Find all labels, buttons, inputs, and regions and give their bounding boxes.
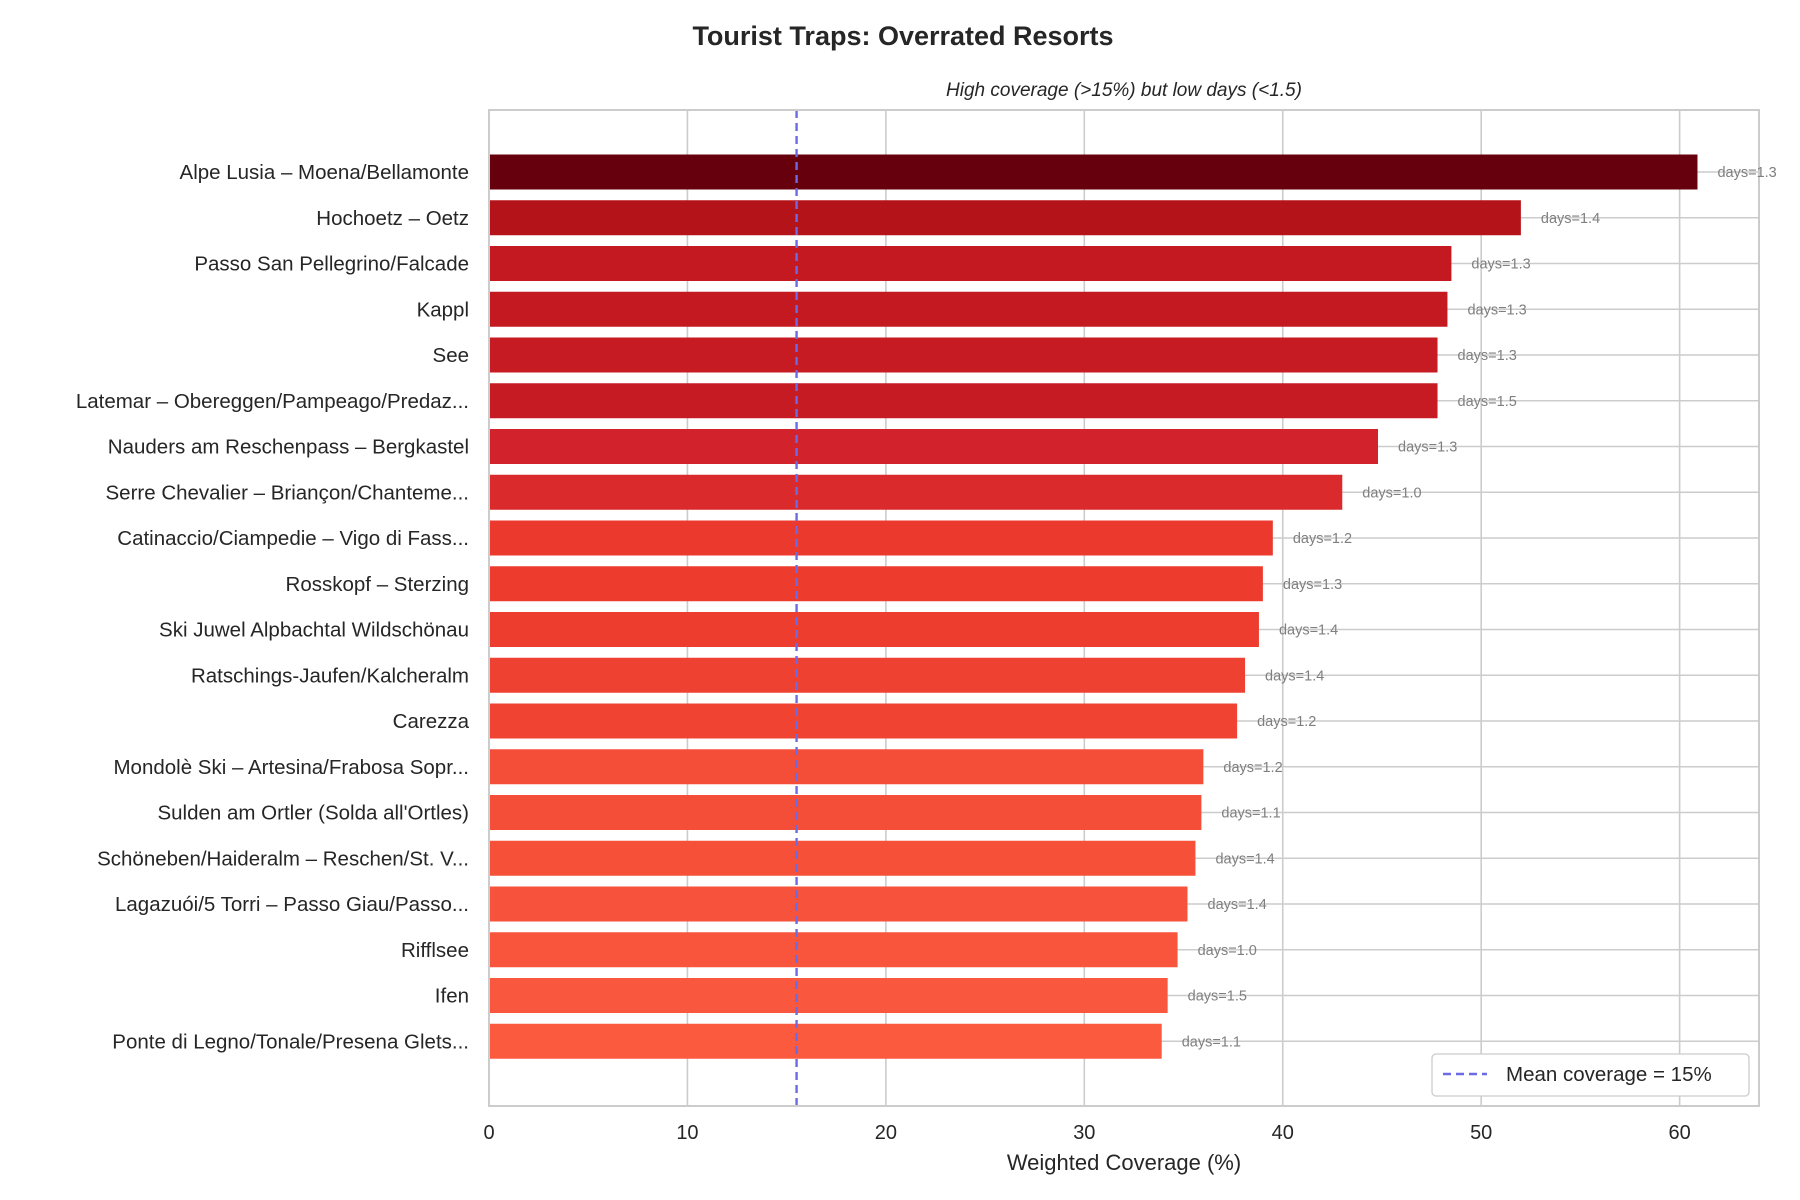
bar-data-label: days=1.3 <box>1458 348 1517 364</box>
y-tick-label: Schöneben/Haideralm – Reschen/St. V... <box>97 847 469 870</box>
bar <box>489 840 1196 876</box>
bar-data-label: days=1.2 <box>1223 760 1282 776</box>
x-tick-label: 50 <box>1470 1122 1492 1144</box>
bar <box>489 337 1438 373</box>
legend-box <box>1431 1053 1750 1097</box>
bar-data-label: days=1.4 <box>1208 897 1267 913</box>
bar-data-label: days=1.1 <box>1182 1034 1241 1050</box>
y-tick-labels: Alpe Lusia – Moena/Bellamonte Hochoetz – … <box>76 161 470 1053</box>
bar-data-label: days=1.3 <box>1471 257 1530 273</box>
y-tick-label: Ratschings-Jaufen/Kalcheralm <box>191 664 469 687</box>
y-tick-label: Passo San Pellegrino/Falcade <box>194 253 469 276</box>
x-tick-label: 20 <box>875 1122 897 1144</box>
bar-data-label: days=1.5 <box>1188 989 1247 1005</box>
legend: Mean coverage = 15% <box>1431 1053 1750 1097</box>
bar-data-label: days=1.2 <box>1257 714 1316 730</box>
y-tick-label: Ponte di Legno/Tonale/Presena Glets... <box>112 1030 469 1053</box>
bar-data-label: days=1.4 <box>1541 211 1600 227</box>
bar <box>489 612 1259 647</box>
x-axis-label: Weighted Coverage (%) <box>1007 1150 1241 1175</box>
bar-data-label: days=1.4 <box>1279 623 1338 639</box>
bar-data-label: days=1.5 <box>1458 394 1517 410</box>
data-labels: days=1.3 days=1.4 days=1.3 days=1.3 days=1.3… <box>1182 165 1777 1050</box>
y-tick-label: Latemar – Obereggen/Pampeago/Predaz... <box>76 390 469 413</box>
y-tick-label: Nauders am Reschenpass – Bergkastel <box>108 436 469 459</box>
x-tick-labels: 0 10 20 30 40 50 60 <box>483 1122 1690 1144</box>
bar <box>489 703 1238 739</box>
bar <box>489 932 1178 968</box>
bar-data-label: days=1.3 <box>1283 577 1342 593</box>
plot-frame <box>488 109 1760 1107</box>
bar <box>489 657 1246 693</box>
bar <box>489 246 1452 281</box>
bar-data-label: days=1.3 <box>1467 302 1526 318</box>
bar-data-label: days=1.0 <box>1362 485 1421 501</box>
bar-data-label: days=1.4 <box>1265 668 1324 684</box>
x-tick-label: 60 <box>1669 1122 1691 1144</box>
y-tick-label: Serre Chevalier – Briançon/Chanteme... <box>106 481 470 504</box>
bar <box>489 566 1263 602</box>
y-tick-label: Sulden am Ortler (Solda all'Ortles) <box>157 802 469 825</box>
bar <box>489 291 1448 327</box>
y-tick-label: Carezza <box>393 710 470 733</box>
x-tick-label: 30 <box>1073 1122 1095 1144</box>
bar <box>489 520 1273 556</box>
bar <box>489 1023 1162 1059</box>
bar-data-label: days=1.1 <box>1221 806 1280 822</box>
bar-data-label: days=1.4 <box>1215 851 1274 867</box>
y-tick-label: See <box>433 344 469 367</box>
bar <box>489 978 1168 1013</box>
x-tick-label: 0 <box>483 1122 494 1144</box>
chart-title: Tourist Traps: Overrated Resorts <box>692 21 1113 51</box>
bars <box>489 154 1698 1059</box>
bar <box>489 474 1343 510</box>
legend-mean-label: Mean coverage = 15% <box>1506 1063 1712 1086</box>
y-tick-label: Catinaccio/Ciampedie – Vigo di Fass... <box>117 527 469 550</box>
y-tick-label: Rosskopf – Sterzing <box>286 573 469 596</box>
y-tick-label: Rifflsee <box>401 939 469 962</box>
bar <box>489 795 1202 830</box>
bar <box>489 886 1188 922</box>
y-tick-label: Ski Juwel Alpbachtal Wildschönau <box>159 619 469 642</box>
y-tick-label: Kappl <box>417 298 469 321</box>
bar <box>489 429 1378 464</box>
bar <box>489 200 1521 236</box>
y-tick-label: Alpe Lusia – Moena/Bellamonte <box>180 161 469 184</box>
plot-border <box>488 109 1760 1107</box>
bar-data-label: days=1.3 <box>1398 440 1457 456</box>
bar-data-label: days=1.0 <box>1198 943 1257 959</box>
y-tick-label: Lagazuói/5 Torri – Passo Giau/Passo... <box>115 893 469 916</box>
bar <box>489 749 1204 785</box>
x-tick-label: 10 <box>676 1122 698 1144</box>
y-tick-label: Hochoetz – Oetz <box>316 207 469 230</box>
y-tick-label: Ifen <box>435 985 469 1008</box>
x-tick-label: 40 <box>1272 1122 1294 1144</box>
bar-data-label: days=1.3 <box>1717 165 1776 181</box>
bar-data-label: days=1.2 <box>1293 531 1352 547</box>
bar <box>489 154 1698 190</box>
bar <box>489 383 1438 419</box>
y-tick-label: Mondolè Ski – Artesina/Frabosa Sopr... <box>113 756 469 779</box>
chart-subtitle: High coverage (>15%) but low days (<1.5) <box>946 80 1302 101</box>
